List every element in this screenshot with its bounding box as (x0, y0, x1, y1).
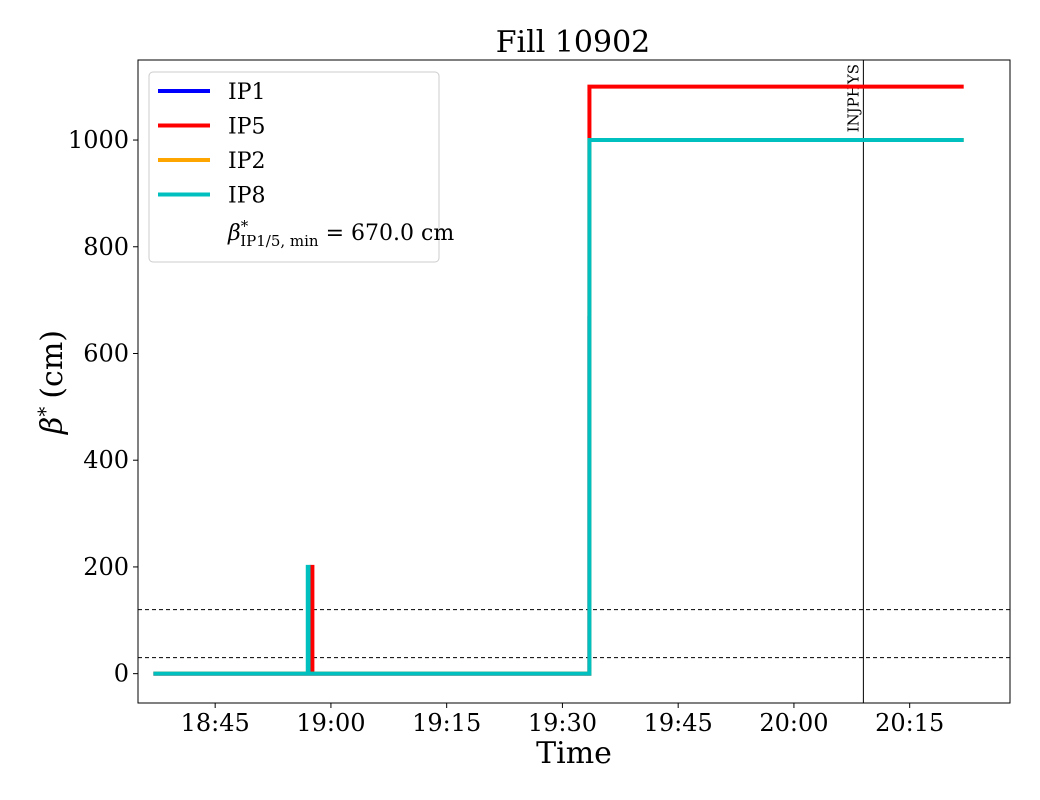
series-line-ip8 (153, 138, 964, 676)
x-tick-label: 18:45 (181, 709, 250, 737)
legend-beta-sub: IP1/5, min (240, 232, 319, 250)
plot-area: INJPHYS (138, 60, 1010, 703)
legend: IP1 IP5 IP2 IP8 β* IP1/5, min = 670.0 cm (148, 71, 454, 263)
legend-beta-value: = 670.0 cm (319, 221, 455, 246)
x-tick-label: 19:00 (296, 709, 365, 737)
y-tick-label: 800 (83, 233, 129, 261)
y-axis-label-sup: * (33, 407, 57, 417)
legend-beta-sup: * (241, 217, 249, 235)
legend-beta-symbol: β (227, 221, 241, 246)
legend-label-ip8: IP8 (228, 184, 266, 209)
legend-box (148, 71, 440, 263)
y-axis-label-symbol: β (35, 417, 70, 435)
legend-entries: IP1 IP5 IP2 IP8 (158, 80, 266, 209)
x-tick-label: 19:30 (528, 709, 597, 737)
series-line-ip1 (153, 316, 592, 676)
legend-beta-min-label: β* IP1/5, min = 670.0 cm (227, 217, 454, 250)
chart-title: Fill 10902 (496, 25, 651, 60)
y-tick-label: 200 (83, 553, 129, 581)
x-tick-label: 19:45 (644, 709, 713, 737)
legend-label-ip5: IP5 (228, 115, 266, 140)
y-tick-label: 600 (83, 339, 129, 367)
x-tick-label: 20:15 (875, 709, 944, 737)
plot-frame (137, 59, 1011, 704)
y-axis-label: β* (cm) (33, 330, 70, 435)
x-tick-label: 19:15 (412, 709, 481, 737)
x-axis-label: Time (536, 736, 612, 771)
x-tick-label: 20:00 (759, 709, 828, 737)
axis-ticks: 18:45 19:00 19:15 19:30 19:45 20:00 20:15 0 200 4… (68, 126, 944, 737)
y-tick-label: 0 (114, 660, 129, 688)
y-axis-label-unit: (cm) (35, 330, 70, 399)
legend-label-ip2: IP2 (228, 149, 266, 174)
legend-label-ip1: IP1 (228, 80, 266, 105)
y-tick-label: 1000 (68, 126, 129, 154)
vertical-reference-label: INJPHYS (844, 64, 862, 132)
y-tick-label: 400 (83, 446, 129, 474)
